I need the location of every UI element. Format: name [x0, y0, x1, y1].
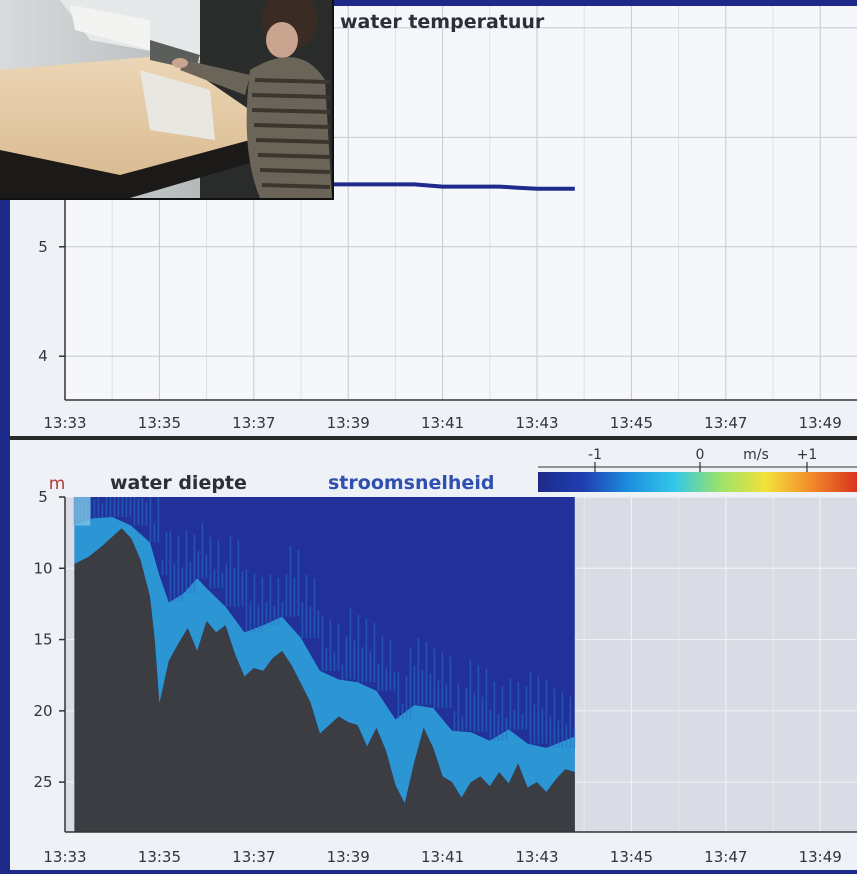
current-x-tick: 13:35	[138, 848, 181, 866]
temperature-x-tick: 13:37	[232, 414, 275, 432]
velocity-colorbar-tick: 0	[696, 447, 705, 463]
current-surface-cell	[74, 497, 91, 526]
velocity-colorbar-tick: m/s	[743, 447, 769, 463]
current-label-velocity: stroomsnelheid	[328, 472, 494, 494]
current-y-tick: 5	[38, 488, 48, 506]
velocity-colorbar	[538, 472, 857, 492]
temperature-x-tick: 13:39	[327, 414, 370, 432]
temperature-x-tick: 13:33	[43, 414, 86, 432]
current-flow-band	[74, 517, 575, 804]
temperature-title: water temperatuur	[340, 11, 545, 33]
current-chart: 13:33 13:35 13:37 13:39 13:41 13:43 13:45 13:47…	[33, 447, 857, 866]
velocity-colorbar-tick: -1	[588, 447, 602, 463]
temperature-x-tick: 13:41	[421, 414, 464, 432]
current-y-tick: 10	[33, 559, 52, 577]
current-bottom-profile	[74, 528, 575, 832]
current-x-tick: 13:49	[799, 848, 842, 866]
current-panel: 13:33 13:35 13:37 13:39 13:41 13:43 13:45 13:47…	[10, 440, 857, 870]
temperature-y-tick: 4	[38, 347, 48, 365]
operator-photo-image	[0, 0, 332, 198]
current-x-tick: 13:39	[327, 848, 370, 866]
current-x-tick: 13:41	[421, 848, 464, 866]
current-x-tick: 13:43	[515, 848, 558, 866]
current-label-depth: water diepte	[110, 472, 247, 494]
current-x-tick: 13:47	[704, 848, 747, 866]
temperature-x-tick: 13:49	[799, 414, 842, 432]
current-x-tick: 13:45	[610, 848, 653, 866]
temperature-y-tick: 5	[38, 238, 48, 256]
current-y-tick: 25	[33, 773, 52, 791]
temperature-x-tick: 13:43	[515, 414, 558, 432]
current-x-tick: 13:37	[232, 848, 275, 866]
operator-photo	[0, 0, 334, 200]
current-y-tick: 15	[33, 631, 52, 649]
current-x-tick: 13:33	[43, 848, 86, 866]
temperature-x-tick: 13:35	[138, 414, 181, 432]
current-y-unit: m	[49, 474, 66, 494]
panel-divider	[10, 436, 857, 440]
current-y-tick: 20	[33, 702, 52, 720]
velocity-colorbar-tick: +1	[797, 447, 818, 463]
temperature-x-tick: 13:47	[704, 414, 747, 432]
temperature-x-tick: 13:45	[610, 414, 653, 432]
